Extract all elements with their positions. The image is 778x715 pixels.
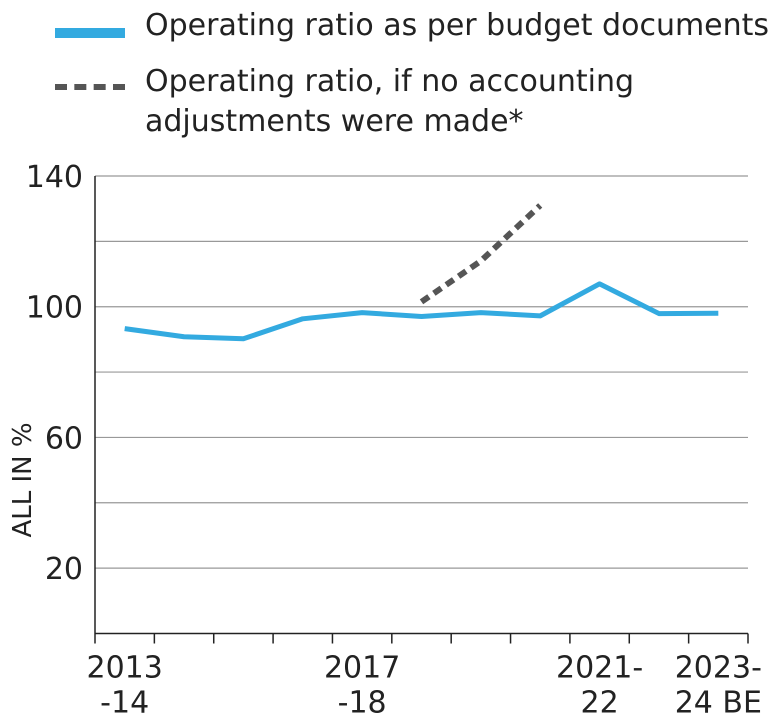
- legend-item: Operating ratio, if no accounting adjust…: [55, 62, 665, 142]
- x-tick-label: 2017 -18: [324, 651, 400, 715]
- legend-swatch: [55, 84, 125, 90]
- x-tick-label: 2013 -14: [87, 651, 163, 715]
- legend-label: Operating ratio, if no accounting adjust…: [145, 64, 635, 139]
- y-tick-label: 140: [26, 160, 83, 195]
- series-line: [124, 281, 719, 342]
- x-tick-label-line: 2023-: [675, 651, 762, 686]
- x-tick-label-line: -14: [100, 686, 149, 715]
- x-tick-label-line: -18: [338, 686, 387, 715]
- legend-item: Operating ratio as per budget documents: [55, 6, 769, 46]
- x-tick-label-line: 2021-: [556, 651, 643, 686]
- legend-label: Operating ratio as per budget documents: [145, 8, 770, 43]
- x-tick-label-line: 2013: [87, 651, 163, 686]
- y-axis-label: ALL IN %: [8, 422, 38, 537]
- series-line: [419, 203, 543, 305]
- y-tick-label: 100: [26, 291, 83, 326]
- x-tick-label-line: 24 BE: [675, 686, 762, 715]
- x-tick-label: 2023-24 BE: [675, 651, 762, 715]
- y-tick-label: 60: [45, 421, 83, 456]
- x-tick-label-line: 22: [580, 686, 618, 715]
- x-tick-label: 2021-22: [556, 651, 643, 715]
- legend-swatch: [55, 28, 125, 38]
- x-tick-label-line: 2017: [324, 651, 400, 686]
- y-tick-label: 20: [45, 552, 83, 587]
